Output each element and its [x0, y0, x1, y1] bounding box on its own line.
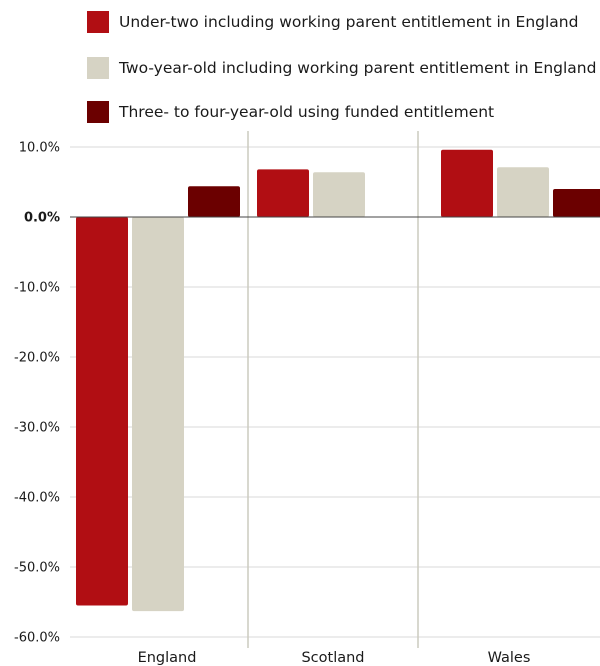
bar-england-series-2	[132, 217, 184, 612]
y-tick-label: -20.0%	[14, 351, 60, 366]
legend-item-two-year-old: Two-year-old including working parent en…	[87, 56, 596, 80]
y-tick-label: 10.0%	[19, 141, 60, 156]
x-category-label: Wales	[488, 650, 531, 666]
legend-swatch-two-year-old	[87, 57, 109, 79]
bar-england-series-3	[188, 186, 240, 217]
bar-wales-series-3	[553, 189, 600, 217]
legend-item-three-to-four: Three- to four-year-old using funded ent…	[87, 100, 494, 124]
legend-item-under-two: Under-two including working parent entit…	[87, 10, 578, 34]
legend-swatch-under-two	[87, 11, 109, 33]
x-category-label: Scotland	[301, 650, 364, 666]
y-tick-label: -30.0%	[14, 421, 60, 436]
y-tick-label: -60.0%	[14, 631, 60, 646]
bar-wales-series-2	[497, 167, 549, 217]
y-tick-label: 0.0%	[24, 211, 60, 226]
x-category-label: England	[138, 650, 197, 666]
legend-label-three-to-four: Three- to four-year-old using funded ent…	[119, 103, 495, 121]
y-tick-label: -40.0%	[14, 491, 60, 506]
bar-scotland-series-1	[257, 169, 309, 217]
legend-label-under-two: Under-two including working parent entit…	[119, 13, 579, 31]
legend-swatch-three-to-four	[87, 101, 109, 123]
y-tick-label: -10.0%	[14, 281, 60, 296]
bar-england-series-1	[76, 217, 128, 606]
bar-scotland-series-2	[313, 172, 365, 217]
bar-wales-series-1	[441, 149, 493, 217]
y-tick-label: -50.0%	[14, 561, 60, 576]
legend-label-two-year-old: Two-year-old including working parent en…	[119, 59, 597, 77]
